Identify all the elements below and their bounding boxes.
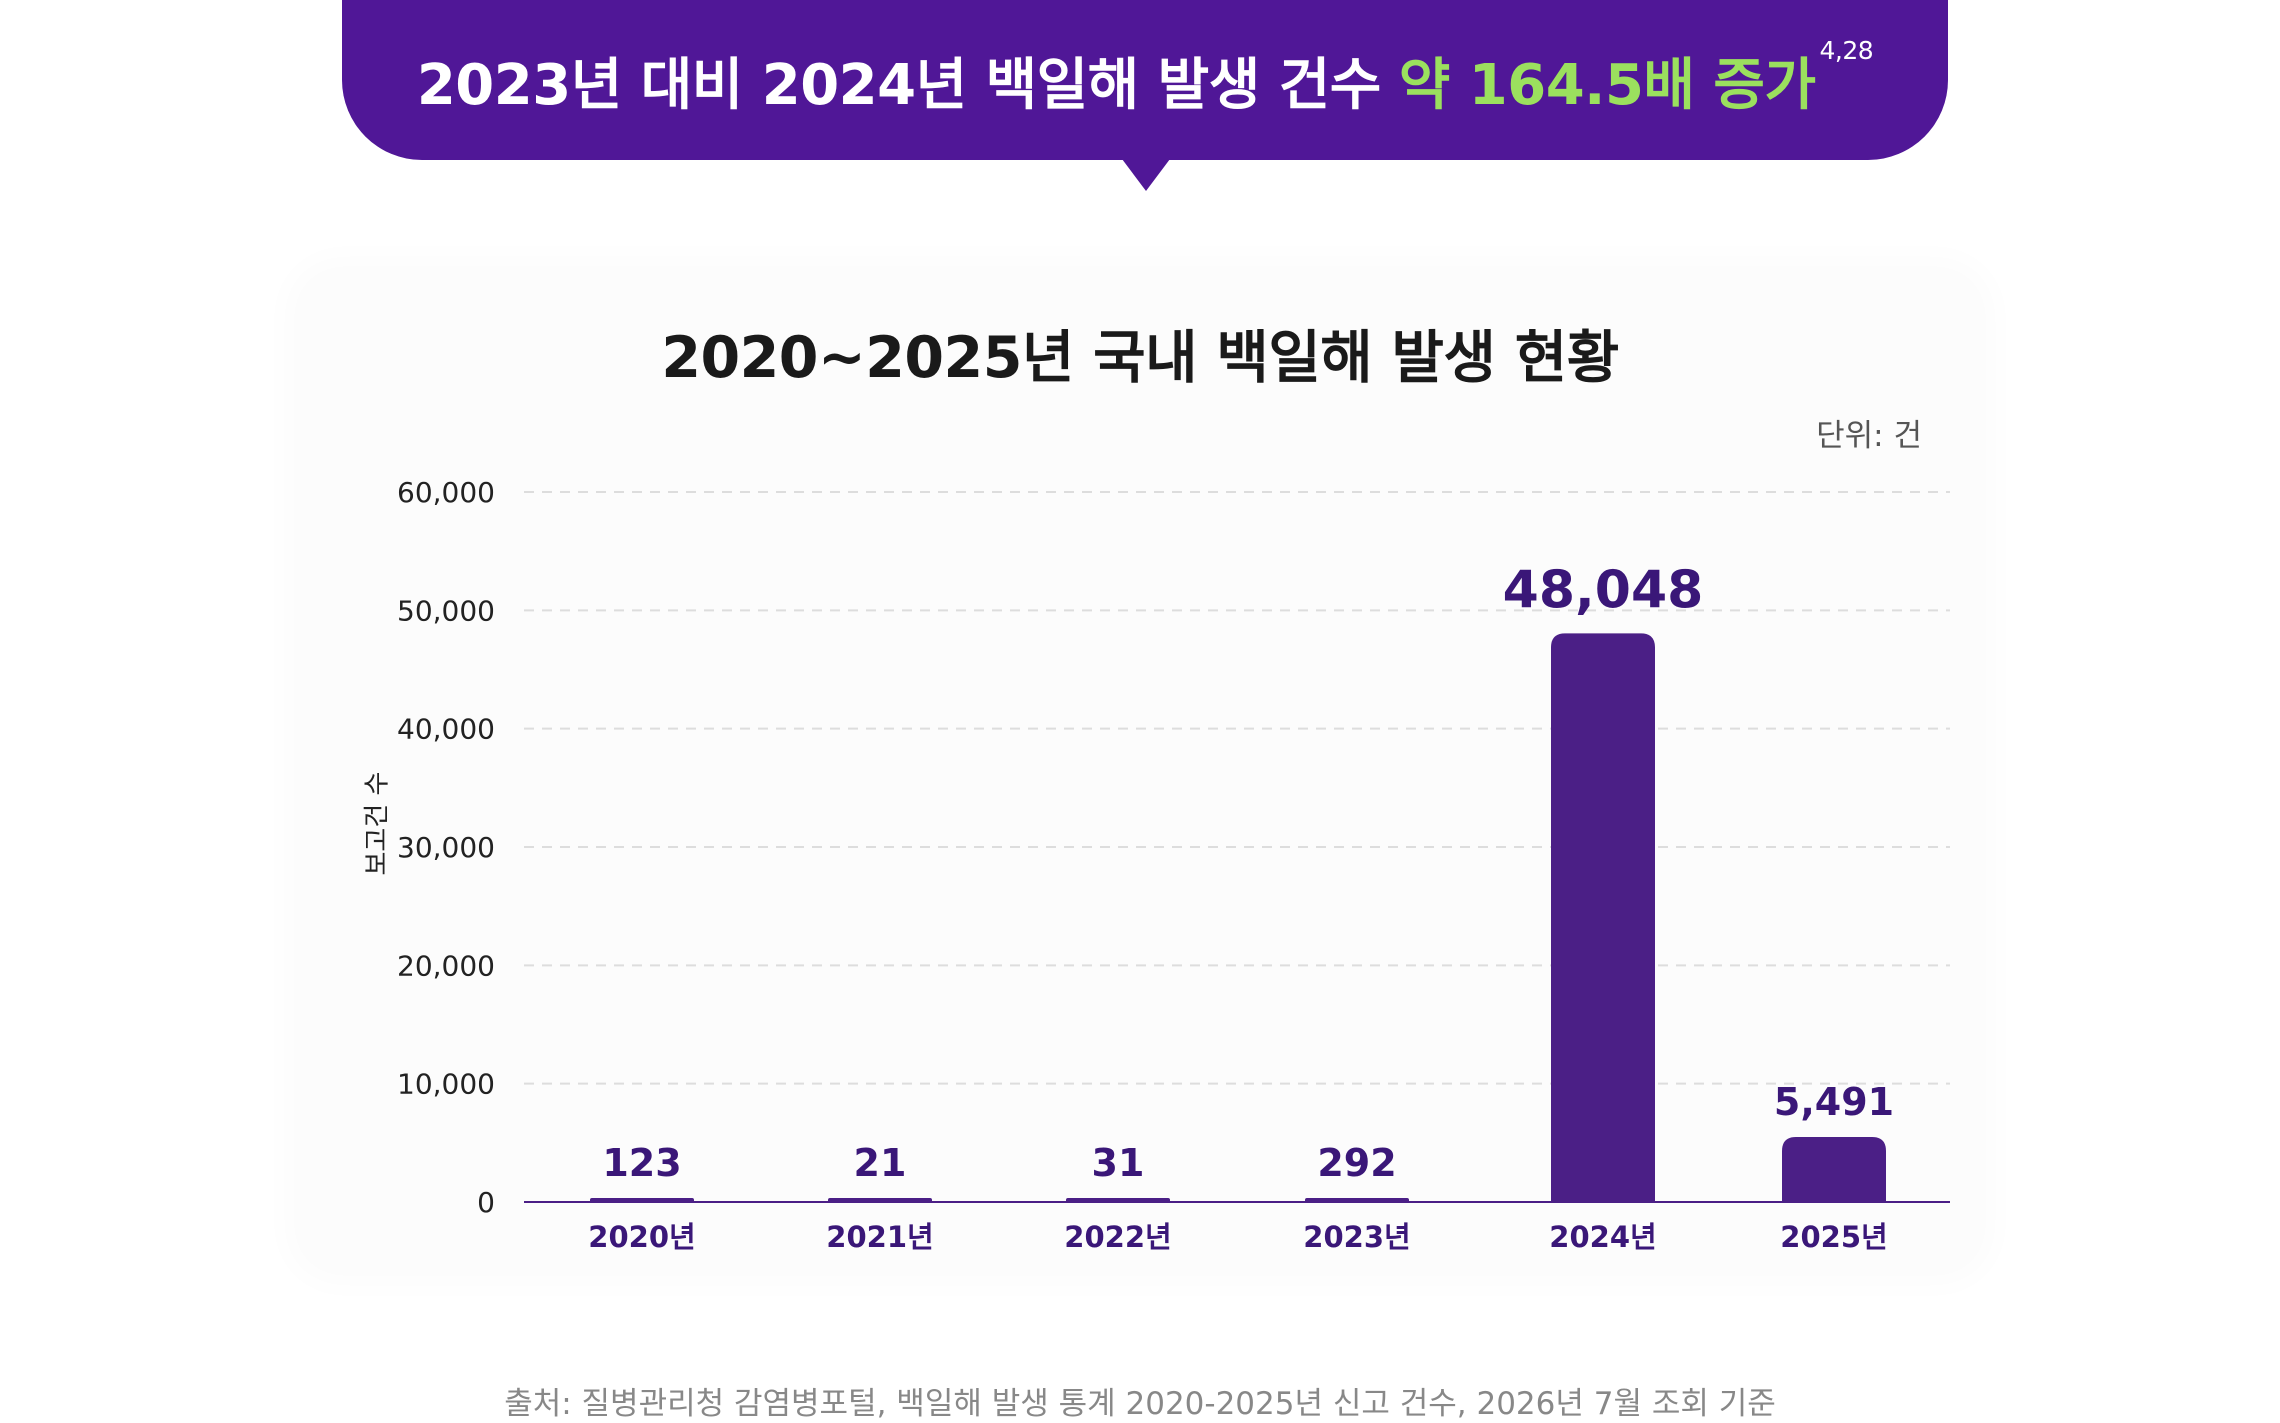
bar — [1551, 633, 1655, 1202]
bar — [590, 1198, 694, 1202]
y-tick-label: 50,000 — [397, 594, 495, 627]
unit-label: 단위: 건 — [1816, 418, 1922, 454]
y-tick-label: 10,000 — [397, 1068, 495, 1101]
chart-title: 2020~2025년 국내 백일해 발생 현황 — [661, 325, 1619, 391]
bar-value-label: 123 — [602, 1141, 681, 1185]
headline-lead: 2023년 대비 2024년 백일해 발생 건수 — [416, 52, 1381, 118]
bar-chart: 0 10,000 20,000 30,000 40,000 50,000 60,000 12… — [397, 476, 1950, 1254]
y-tick-label: 0 — [477, 1186, 495, 1219]
x-tick-label: 2021년 — [826, 1220, 933, 1254]
bar-value-label: 48,048 — [1503, 560, 1704, 620]
x-tick-label: 2023년 — [1303, 1220, 1410, 1254]
bar — [1305, 1198, 1409, 1202]
bar-value-label: 5,491 — [1774, 1080, 1894, 1124]
chart-panel — [300, 272, 1980, 1270]
bar-value-label: 31 — [1092, 1141, 1145, 1185]
headline-banner: 2023년 대비 2024년 백일해 발생 건수 약 164.5배 증가 4,2… — [342, 0, 1948, 160]
bar — [1782, 1137, 1886, 1202]
bar — [1066, 1198, 1170, 1202]
y-tick-label: 40,000 — [397, 713, 495, 746]
bar-value-label: 292 — [1317, 1141, 1396, 1185]
bar-value-label: 21 — [854, 1141, 907, 1185]
x-tick-label: 2020년 — [588, 1220, 695, 1254]
headline-accent: 약 164.5배 증가 — [1398, 52, 1816, 118]
y-tick-label: 20,000 — [397, 949, 495, 982]
x-tick-label: 2025년 — [1780, 1220, 1887, 1254]
x-tick-label: 2022년 — [1064, 1220, 1171, 1254]
headline-footnote-ref: 4,28 — [1819, 35, 1874, 65]
x-tick-label: 2024년 — [1549, 1220, 1656, 1254]
y-tick-label: 30,000 — [397, 831, 495, 864]
bar — [828, 1198, 932, 1202]
source-note: 출처: 질병관리청 감염병포털, 백일해 발생 통계 2020-2025년 신고… — [504, 1386, 1776, 1422]
y-tick-label: 60,000 — [397, 476, 495, 509]
banner-pointer — [1122, 159, 1170, 191]
